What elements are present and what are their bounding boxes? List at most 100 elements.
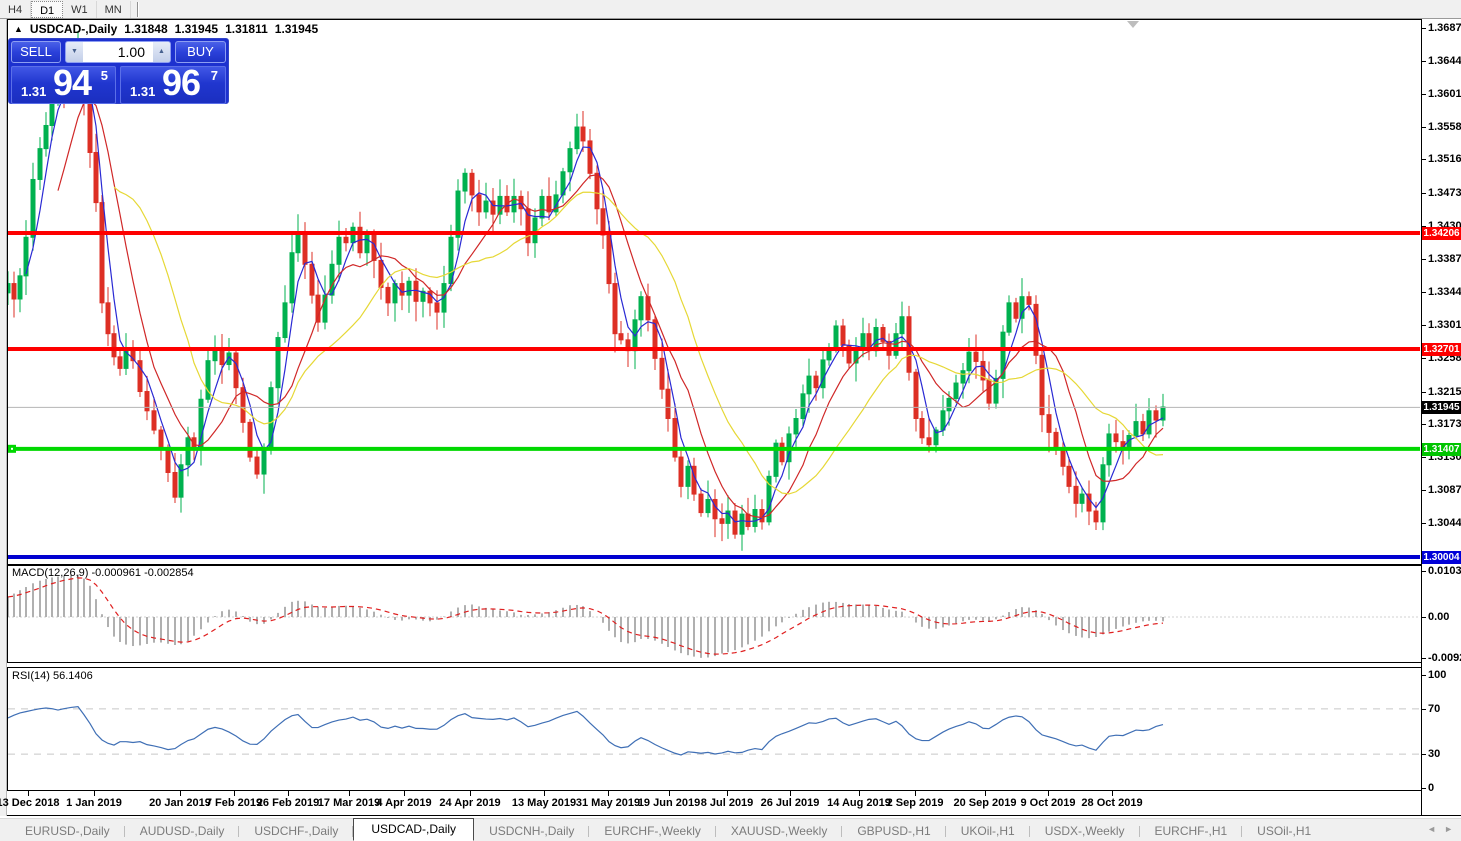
candle: [1066, 465, 1072, 487]
candle: [587, 140, 593, 174]
chart-tab-usdx-weekly[interactable]: USDX-,Weekly: [1030, 821, 1140, 841]
candle: [1146, 410, 1152, 435]
chart-tab-gbpusd-h1[interactable]: GBPUSD-,H1: [842, 821, 947, 841]
price-axis-label: 1.36010: [1428, 87, 1461, 100]
price-chart-pane[interactable]: [7, 19, 1421, 565]
date-axis-tick: [349, 791, 350, 796]
chart-tab-eurusd-daily[interactable]: EURUSD-,Daily: [10, 821, 125, 841]
candle: [672, 418, 678, 458]
candle: [483, 200, 489, 213]
price-axis-label: 1.35160: [1428, 153, 1461, 166]
indicator-axis-tick: [1422, 788, 1426, 789]
price-axis-tag: 1.32701: [1422, 343, 1461, 357]
price-axis-label: 1.36870: [1428, 21, 1461, 34]
bid-price-display[interactable]: 1.31 94 5: [11, 62, 116, 104]
price-axis-tick: [1422, 325, 1426, 327]
candle: [698, 493, 704, 514]
price-axis-label: 1.30870: [1428, 484, 1461, 497]
candle: [1026, 296, 1032, 305]
candle: [261, 448, 267, 475]
candle: [820, 359, 826, 389]
price-axis-tick: [1422, 225, 1426, 227]
candle: [719, 518, 725, 524]
indicator-axis-label: 30: [1428, 748, 1441, 760]
buy-button[interactable]: BUY: [175, 41, 226, 63]
candle: [745, 513, 751, 527]
chart-tab-usdchf-daily[interactable]: USDCHF-,Daily: [239, 821, 354, 841]
candle: [329, 263, 335, 296]
timeframe-button-h4[interactable]: H4: [0, 0, 32, 18]
candle: [1006, 302, 1012, 333]
tab-scroll-left-icon[interactable]: ◄: [1427, 824, 1437, 834]
chart-shift-marker-icon[interactable]: [1127, 21, 1139, 28]
ohlc-high: 1.31945: [174, 22, 219, 36]
price-axis-label: 1.33870: [1428, 252, 1461, 265]
candle: [1046, 414, 1052, 433]
volume-down-icon[interactable]: ▼: [66, 42, 83, 62]
chart-tab-ukoil-h1[interactable]: UKOil-,H1: [946, 821, 1030, 841]
candle: [806, 375, 812, 395]
indicator-axis-tick: [1422, 571, 1426, 572]
candle: [546, 195, 552, 213]
candle: [1133, 421, 1139, 436]
volume-input[interactable]: 1.00: [83, 42, 153, 62]
chart-tab-usoil-h1[interactable]: USOil-,H1: [1257, 824, 1312, 838]
rsi-pane[interactable]: [7, 667, 1421, 791]
date-axis-label: 2 Sep 2019: [886, 797, 944, 809]
collapse-icon[interactable]: ▲: [14, 24, 23, 34]
macd-indicator-label: MACD(12,26,9) -0.000961 -0.002854: [12, 567, 194, 579]
ma-fast-line: [25, 67, 1164, 523]
candle: [8, 283, 11, 294]
candle: [343, 236, 349, 244]
candle: [247, 421, 253, 458]
timeframe-button-w1[interactable]: W1: [63, 0, 97, 18]
price-axis-tick: [1422, 292, 1426, 294]
candle: [899, 316, 905, 335]
date-axis-tick: [288, 791, 289, 796]
volume-up-icon[interactable]: ▲: [153, 42, 170, 62]
price-axis-label: 1.36440: [1428, 54, 1461, 67]
tab-scroll-right-icon[interactable]: ►: [1444, 824, 1453, 834]
candle: [880, 327, 886, 342]
chart-tab-usdcnh-daily[interactable]: USDCNH-,Daily: [474, 821, 590, 841]
price-axis-tick: [1422, 423, 1426, 425]
price-axis-label: 1.30440: [1428, 517, 1461, 530]
candle: [462, 172, 468, 192]
chart-tab-xauusd-weekly[interactable]: XAUUSD-,Weekly: [716, 821, 843, 841]
candle: [926, 437, 932, 446]
candle: [594, 172, 600, 210]
date-axis-label: 7 Feb 2019: [205, 797, 263, 809]
macd-signal-line: [8, 577, 1164, 655]
chart-tab-audusd-daily[interactable]: AUDUSD-,Daily: [125, 821, 240, 841]
candle: [606, 234, 612, 285]
candle: [1019, 296, 1025, 319]
timeframe-button-d1[interactable]: D1: [31, 0, 64, 18]
price-axis-tick: [1422, 358, 1426, 360]
window-left-frame: [0, 19, 7, 816]
symbol-title: USDCAD-,Daily: [29, 22, 118, 36]
ohlc-low: 1.31811: [225, 22, 268, 36]
ask-price-display[interactable]: 1.31 96 7: [120, 62, 226, 104]
candle: [254, 456, 260, 475]
date-axis-tick: [790, 791, 791, 796]
date-axis-tick: [859, 791, 860, 796]
candle: [665, 388, 671, 420]
price-axis-tag: 1.34206: [1422, 226, 1461, 240]
date-axis-tick: [915, 791, 916, 796]
sell-button[interactable]: SELL: [11, 41, 61, 63]
chart-tab-eurchf-h1[interactable]: EURCHF-,H1: [1140, 821, 1243, 841]
candle: [240, 387, 246, 423]
candle: [993, 377, 999, 404]
candle: [553, 194, 559, 213]
chart-tab-usdcad-daily[interactable]: USDCAD-,Daily: [353, 818, 475, 841]
ask-pips: 96: [162, 62, 201, 103]
candle: [399, 283, 405, 296]
candle: [940, 410, 946, 431]
timeframe-button-mn[interactable]: MN: [97, 0, 131, 18]
candle: [973, 351, 979, 362]
macd-pane[interactable]: [7, 565, 1421, 663]
candle: [23, 236, 29, 277]
price-axis-label: 1.33010: [1428, 319, 1461, 332]
chart-tab-eurchf-weekly[interactable]: EURCHF-,Weekly: [589, 821, 717, 841]
date-axis: 13 Dec 2018 1 Jan 2019 20 Jan 2019 7 Feb 20…: [0, 791, 1421, 815]
